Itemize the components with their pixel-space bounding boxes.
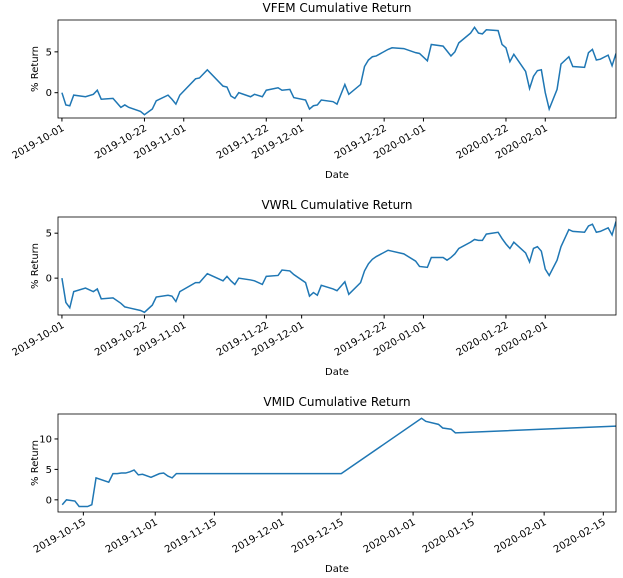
x-tick-label: 2020-01-15 [421,517,477,556]
axes-frame [57,19,617,119]
y-tick-label: 5 [46,465,52,476]
plot-area [61,221,616,314]
y-tick-label: 5 [46,47,52,58]
x-tick-label: 2019-11-15 [163,517,219,556]
x-tick-label: 2020-01-01 [362,517,418,556]
x-tick-label: 2019-10-01 [11,320,67,359]
x-axis-label: Date [325,170,349,181]
y-axis-label: % Return [30,440,41,486]
subplot-title: VMID Cumulative Return [263,395,410,409]
x-axis-label: Date [325,564,349,575]
x-tick-label: 2019-12-15 [290,517,346,556]
y-tick-label: 0 [46,88,52,99]
subplot-title: VWRL Cumulative Return [261,198,412,212]
axes-frame [57,216,617,316]
y-tick-label: 0 [46,495,52,506]
y-tick-label: 10 [39,434,52,445]
x-tick-label: 2019-10-15 [32,517,88,556]
y-axis-label: % Return [30,243,41,289]
axes-frame [57,413,617,513]
plot-area [61,26,616,116]
subplot-title: VFEM Cumulative Return [263,1,412,15]
x-tick-label: 2020-02-15 [552,517,608,556]
plot-area [61,417,616,508]
x-tick-label: 2019-10-01 [11,123,67,162]
y-axis-label: % Return [30,46,41,92]
x-tick-label: 2020-02-01 [493,517,549,556]
y-tick-label: 5 [46,229,52,240]
x-axis-label: Date [325,367,349,378]
y-tick-label: 0 [46,274,52,285]
data-line [61,26,616,116]
x-tick-label: 2019-11-01 [104,517,160,556]
x-tick-label: 2019-12-01 [231,517,287,556]
data-line [61,417,616,508]
data-line [61,221,616,314]
